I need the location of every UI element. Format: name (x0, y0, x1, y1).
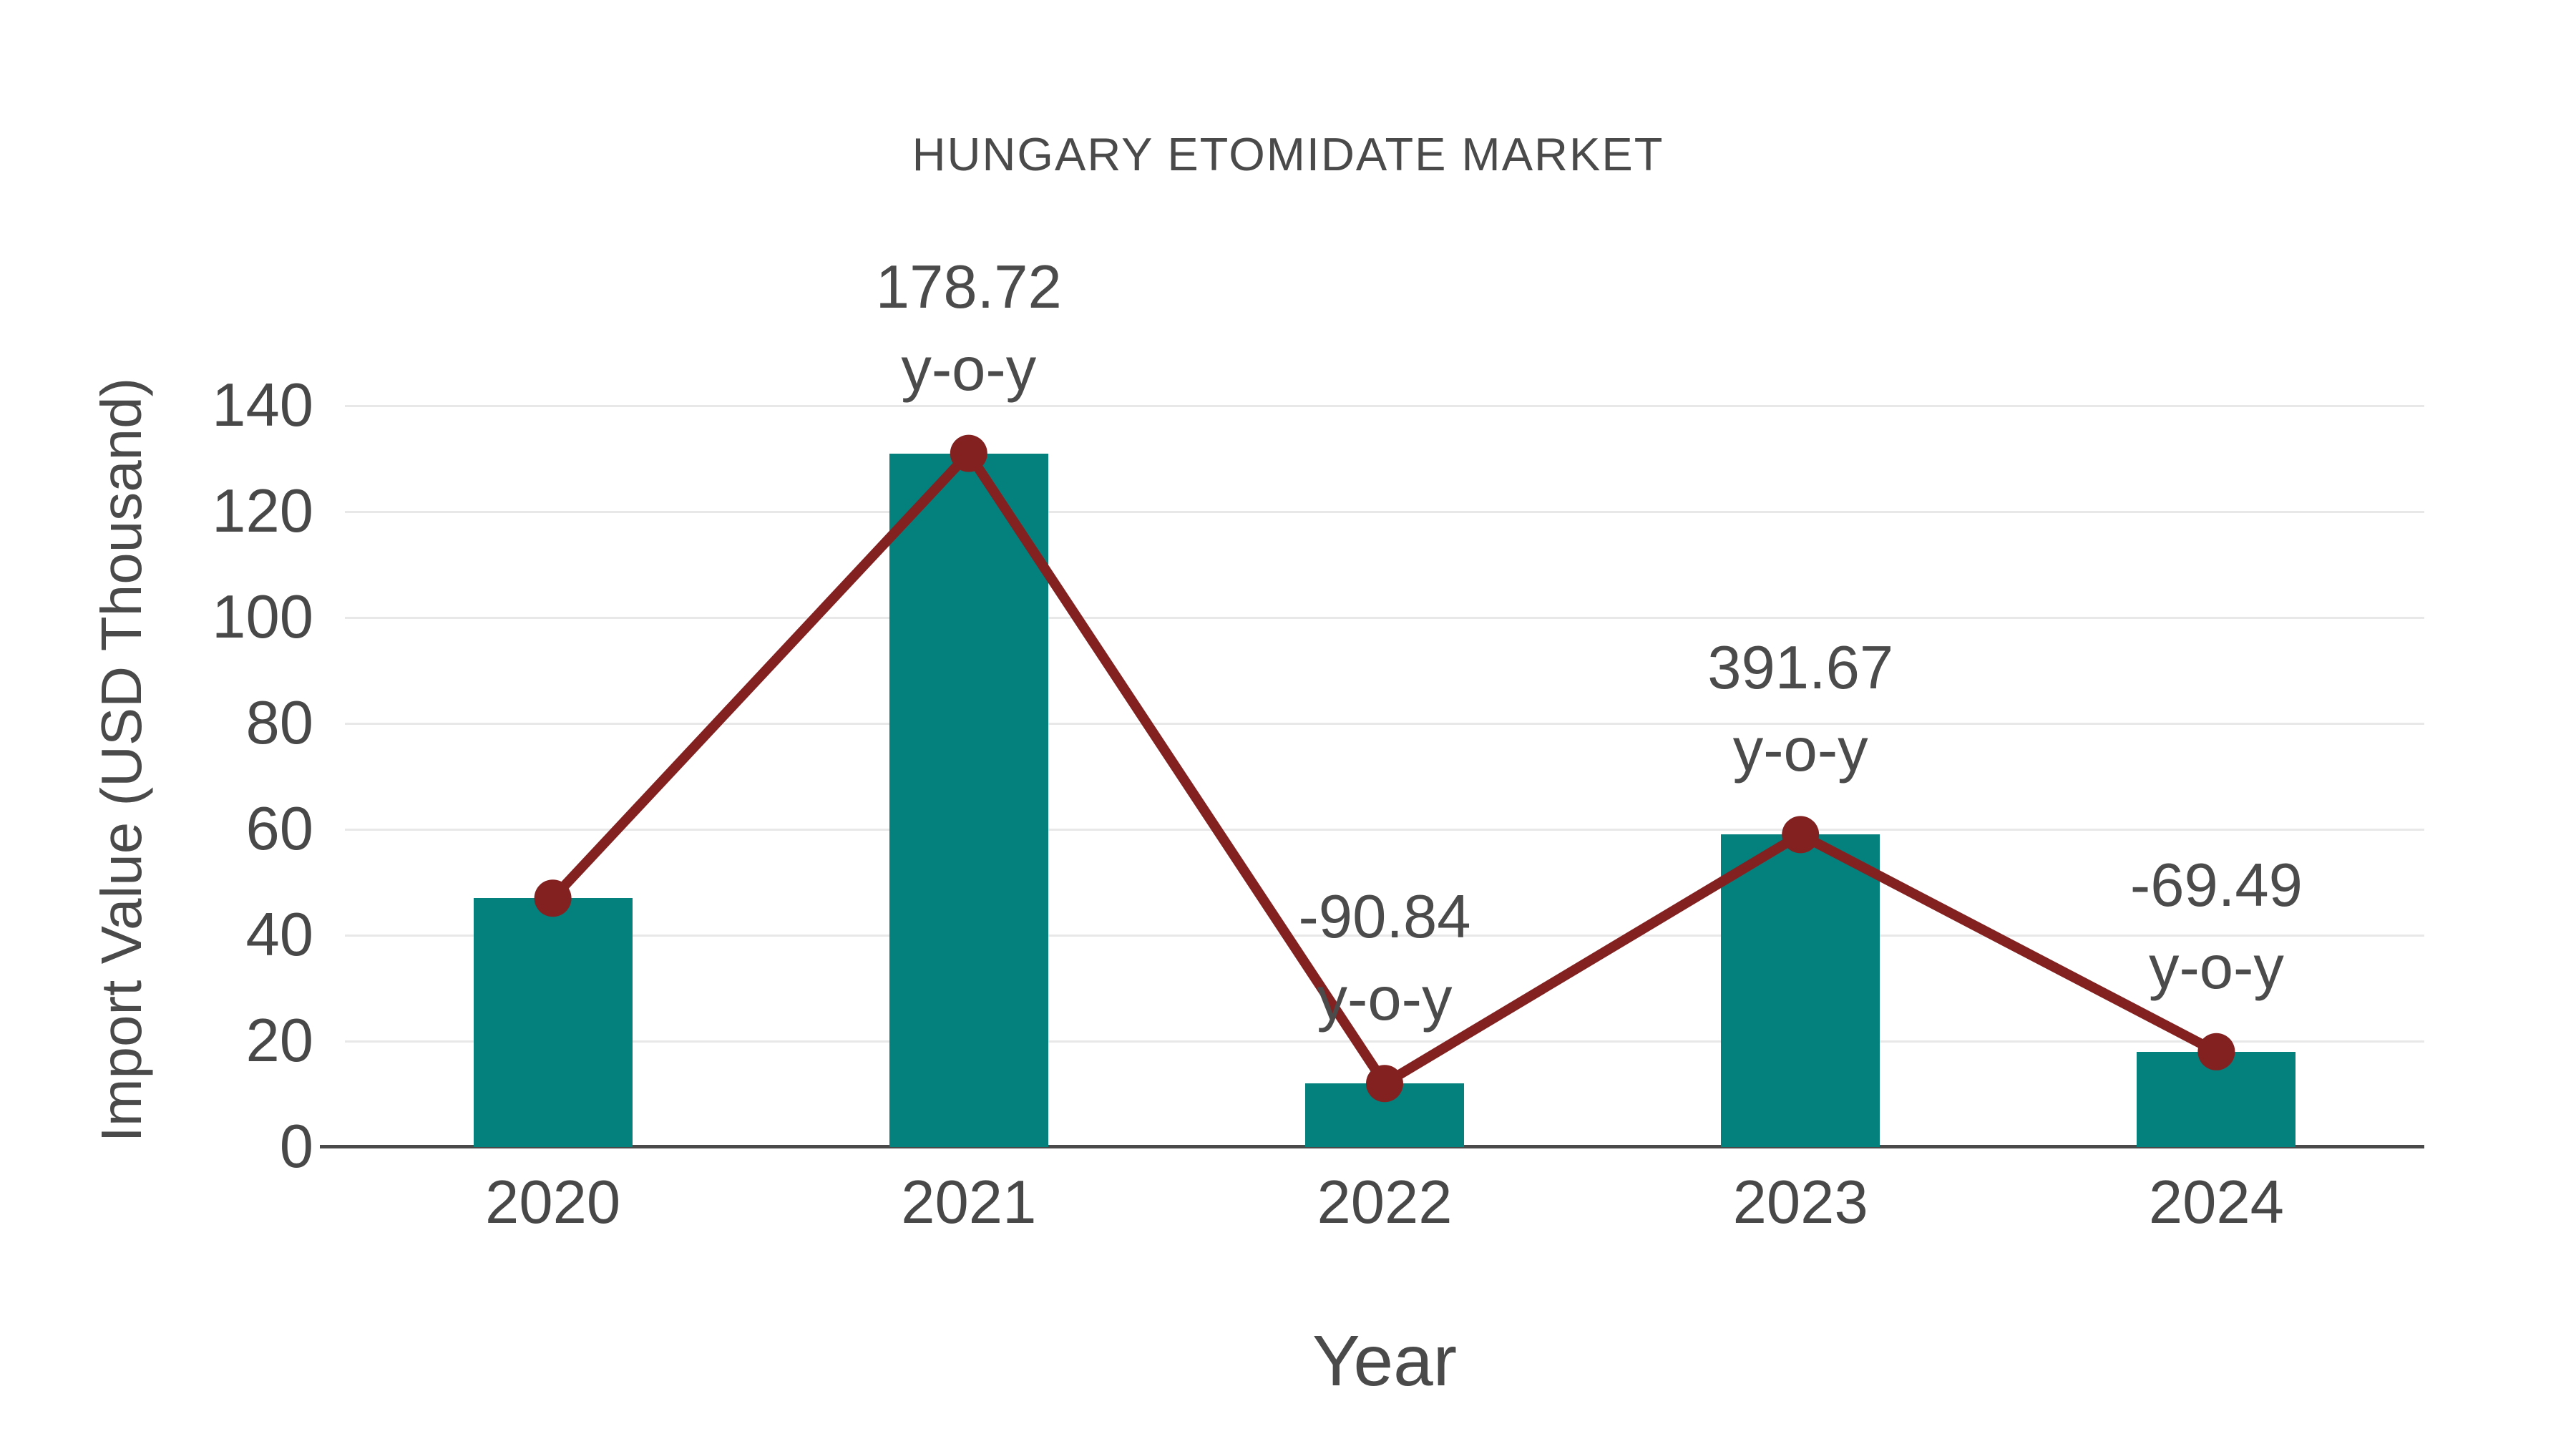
x-tick-label-2021: 2021 (901, 1169, 1037, 1236)
line-marker-2020 (534, 879, 572, 917)
annotation-suffix: y-o-y (901, 335, 1037, 404)
x-tick-label-2024: 2024 (2148, 1169, 2284, 1236)
y-tick-label-20: 20 (245, 1007, 313, 1075)
annotation-suffix: y-o-y (1317, 965, 1453, 1034)
chart-title: HUNGARY ETOMIDATE MARKET (912, 128, 1664, 180)
line-marker-2021 (950, 434, 987, 472)
annotation-2023: 391.67 y-o-y (1707, 627, 1893, 791)
x-tick-label-2022: 2022 (1317, 1169, 1453, 1236)
line-marker-2024 (2197, 1033, 2235, 1070)
y-tick-label-60: 60 (245, 795, 313, 863)
gridline-140 (345, 404, 2424, 407)
gridline-100 (345, 616, 2424, 619)
y-tick-label-40: 40 (245, 901, 313, 969)
line-series (534, 434, 2235, 1103)
x-axis-title: Year (1312, 1321, 1458, 1401)
annotation-suffix: y-o-y (2148, 933, 2284, 1002)
gridline-40 (345, 934, 2424, 937)
y-tick-label-140: 140 (212, 371, 313, 439)
y-tick-label-120: 120 (212, 477, 313, 545)
annotation-2024: -69.49 y-o-y (2130, 844, 2303, 1009)
gridline-20 (345, 1040, 2424, 1043)
gridline-80 (345, 722, 2424, 725)
y-tick-label-0: 0 (279, 1113, 313, 1181)
annotation-2022: -90.84 y-o-y (1298, 876, 1470, 1040)
y-tick-label-100: 100 (212, 583, 313, 651)
plot-area (320, 404, 2424, 1148)
x-tick-label-2020: 2020 (485, 1169, 621, 1236)
bar-2023 (1721, 834, 1880, 1147)
line-marker-2023 (1782, 816, 1820, 854)
gridline-60 (345, 828, 2424, 831)
bar-2021 (889, 453, 1048, 1147)
bar-2020 (473, 898, 633, 1147)
annotation-value: -69.49 (2129, 851, 2303, 919)
annotation-suffix: y-o-y (1732, 716, 1868, 785)
annotation-value: -90.84 (1298, 883, 1471, 952)
gridline-120 (345, 510, 2424, 513)
annotation-value: 391.67 (1707, 634, 1894, 703)
x-tick-label-2023: 2023 (1732, 1169, 1868, 1236)
annotation-value: 178.72 (875, 253, 1062, 321)
annotation-2021: 178.72 y-o-y (876, 246, 1062, 411)
line-marker-2022 (1366, 1065, 1403, 1103)
y-tick-label-80: 80 (245, 689, 313, 757)
